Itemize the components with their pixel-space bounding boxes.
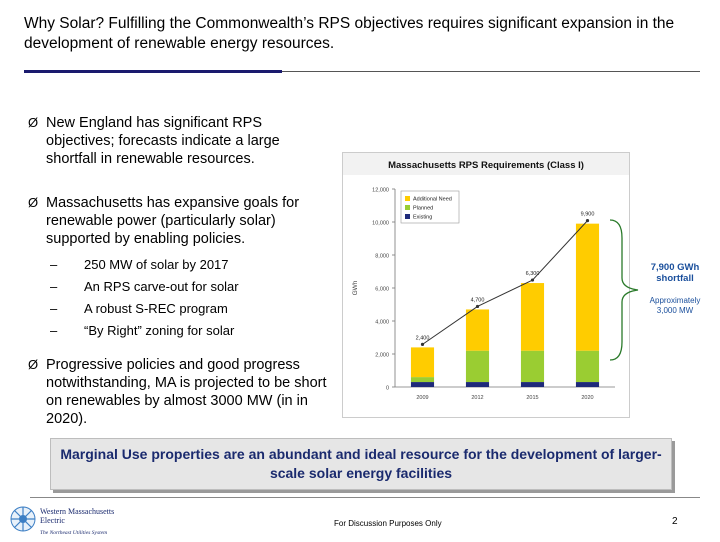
bar-segment (465, 350, 490, 383)
chart-title: Massachusetts RPS Requirements (Class I) (388, 160, 584, 171)
slide-title: Why Solar? Fulfilling the Commonwealth’s… (24, 15, 675, 52)
total-label: 2,400 (416, 335, 430, 341)
y-tick-label: 2,000 (375, 353, 389, 359)
y-tick-label: 12,000 (372, 188, 389, 194)
y-tick-label: 10,000 (372, 221, 389, 227)
bar-segment (410, 382, 435, 387)
total-label: 9,900 (581, 212, 595, 218)
bar-segment (465, 309, 490, 351)
sub-bullet-item: – A robust S-REC program (46, 298, 328, 320)
x-tick-label: 2009 (416, 395, 428, 401)
bullet-item: Ø Massachusetts has expansive goals for … (28, 194, 328, 342)
x-tick-label: 2015 (526, 395, 538, 401)
bullet-item: Ø Progressive policies and good progress… (28, 356, 328, 428)
legend-swatch (405, 214, 410, 219)
legend-swatch (405, 205, 410, 210)
bullet-text: Progressive policies and good progress n… (46, 357, 327, 427)
dash-icon: – (50, 323, 58, 338)
sub-bullet-text: “By Right” zoning for solar (84, 323, 235, 338)
sub-bullet-text: A robust S-REC program (84, 301, 228, 316)
bar-segment (465, 382, 490, 387)
arrow-bullet-icon: Ø (28, 195, 39, 210)
bar-segment (575, 382, 600, 387)
trend-point (475, 304, 480, 309)
logo-tagline: The Northeast Utilities System (40, 530, 107, 536)
bar-segment (410, 377, 435, 383)
bar-segment (575, 350, 600, 383)
dash-icon: – (50, 279, 58, 294)
bullet-item: Ø New England has significant RPS object… (28, 114, 328, 168)
arrow-bullet-icon: Ø (28, 357, 39, 372)
company-logo: Western Massachusetts Electric The North… (6, 503, 156, 537)
page-number: 2 (672, 516, 678, 527)
bullet-text: Massachusetts has expansive goals for re… (46, 195, 300, 247)
bar-segment (520, 283, 545, 351)
dash-icon: – (50, 257, 58, 272)
legend-box (400, 190, 460, 224)
bar-segment (520, 350, 545, 383)
y-tick-label: 8,000 (375, 254, 389, 260)
total-trend-line (422, 220, 588, 345)
rps-chart: Massachusetts RPS Requirements (Class I)… (342, 152, 630, 418)
trend-point (530, 278, 535, 282)
logo-line1: Western Massachusetts (40, 507, 114, 516)
sub-bullet-item: – 250 MW of solar by 2017 (46, 254, 328, 276)
trend-point (420, 342, 425, 346)
banner-text: Marginal Use properties are an abundant … (60, 446, 662, 481)
legend-swatch (405, 196, 410, 201)
sub-bullet-text: An RPS carve-out for solar (84, 279, 239, 294)
shortfall-bracket (609, 219, 639, 361)
total-label: 4,700 (471, 297, 485, 303)
bar-segment (575, 223, 600, 351)
dash-icon: – (50, 301, 58, 316)
sub-bullet-text: 250 MW of solar by 2017 (84, 257, 229, 272)
key-message-banner: Marginal Use properties are an abundant … (50, 438, 672, 490)
legend-label: Existing (413, 215, 432, 221)
sub-bullet-item: – “By Right” zoning for solar (46, 320, 328, 342)
bullet-text: New England has significant RPS objectiv… (46, 115, 280, 167)
title-rule (282, 71, 700, 72)
arrow-bullet-icon: Ø (28, 115, 39, 130)
trend-point (585, 219, 590, 223)
title-rule-accent (24, 70, 282, 73)
sub-bullet-list: – 250 MW of solar by 2017 – An RPS carve-o… (46, 254, 328, 342)
sub-bullet-item: – An RPS carve-out for solar (46, 276, 328, 298)
legend-label: Additional Need (413, 197, 452, 203)
y-tick-label: 0 (386, 386, 389, 392)
chart-canvas: Massachusetts RPS Requirements (Class I)… (343, 153, 629, 401)
footer-disclaimer: For Discussion Purposes Only (334, 519, 442, 528)
legend-label: Planned (413, 206, 433, 212)
bullet-list: Ø New England has significant RPS object… (28, 114, 328, 442)
shortfall-callout: 7,900 GWh shortfall Approximately 3,000 … (640, 262, 710, 316)
shortfall-label: 7,900 GWh shortfall (650, 262, 700, 284)
y-axis-label: GWh (352, 280, 359, 295)
y-tick-label: 6,000 (375, 287, 389, 293)
bar-segment (520, 382, 545, 387)
bar-segment (410, 347, 435, 378)
chart-title-band (343, 153, 629, 175)
x-tick-label: 2020 (581, 395, 593, 401)
footer-rule (30, 497, 700, 498)
x-tick-label: 2012 (471, 395, 483, 401)
y-tick-label: 4,000 (375, 320, 389, 326)
total-label: 6,300 (526, 271, 540, 277)
logo-line2: Electric (40, 516, 65, 525)
approx-mw-label: Approximately 3,000 MW (649, 296, 701, 315)
